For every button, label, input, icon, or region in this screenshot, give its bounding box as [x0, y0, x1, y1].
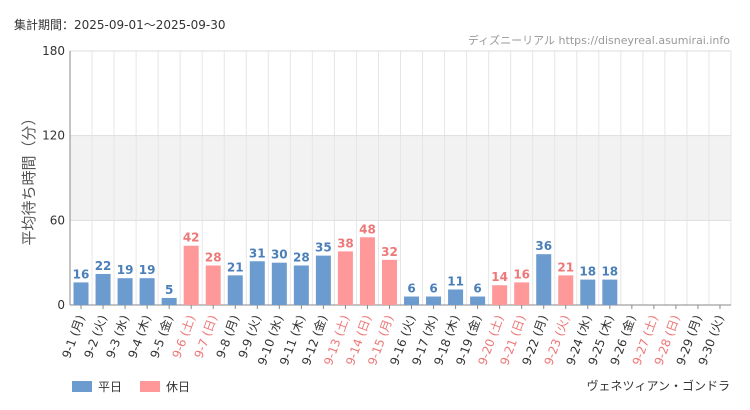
y-tick-label: 60: [50, 213, 65, 227]
source-credit: ディズニーリアル https://disneyreal.asumirai.inf…: [467, 34, 730, 47]
data-label: 28: [293, 250, 310, 264]
bar: [359, 237, 375, 305]
bar: [293, 265, 309, 305]
data-label: 6: [473, 282, 481, 296]
bar: [602, 279, 618, 305]
bar: [227, 275, 243, 305]
data-label: 16: [513, 267, 530, 281]
bar: [470, 296, 486, 305]
data-label: 18: [579, 265, 596, 279]
legend-weekday: 平日: [72, 378, 122, 395]
bar: [183, 245, 199, 305]
y-axis-label: 平均待ち時間（分）: [20, 110, 38, 245]
data-label: 35: [315, 241, 332, 255]
bar: [448, 289, 464, 305]
bar: [514, 282, 530, 305]
legend-holiday-swatch: [140, 381, 161, 392]
bar: [580, 279, 596, 305]
data-label: 19: [139, 263, 156, 277]
data-label: 16: [73, 267, 90, 281]
bar: [161, 297, 177, 305]
bar: [536, 254, 552, 305]
data-label: 42: [183, 231, 200, 245]
data-label: 14: [491, 270, 508, 284]
data-label: 36: [535, 239, 552, 253]
bar: [205, 265, 221, 305]
data-label: 28: [205, 250, 222, 264]
bar: [117, 278, 133, 305]
data-label: 21: [557, 260, 574, 274]
data-label: 6: [429, 282, 437, 296]
data-label: 48: [359, 222, 376, 236]
bar: [426, 296, 442, 305]
data-label: 18: [601, 265, 618, 279]
data-label: 31: [249, 246, 266, 260]
bar: [315, 255, 331, 305]
data-label: 32: [381, 245, 398, 259]
y-tick-label: 180: [42, 44, 65, 58]
aggregation-period: 集計期間：2025-09-01～2025-09-30: [14, 18, 226, 32]
bar: [271, 262, 287, 305]
bar: [139, 278, 155, 305]
legend-weekday-swatch: [72, 381, 92, 392]
bar: [381, 259, 397, 305]
data-label: 6: [407, 282, 415, 296]
legend-holiday: 休日: [140, 378, 190, 395]
bar: [249, 261, 265, 305]
legend-weekday-label: 平日: [98, 380, 123, 394]
data-label: 22: [95, 259, 112, 273]
data-label: 21: [227, 260, 244, 274]
legend-holiday-label: 休日: [166, 380, 191, 394]
bar: [95, 273, 111, 305]
y-tick-label: 120: [42, 129, 65, 143]
data-label: 5: [165, 283, 173, 297]
attraction-name: ヴェネツィアン・ゴンドラ: [586, 379, 730, 393]
bar: [337, 251, 353, 305]
y-tick-label: 0: [57, 298, 65, 312]
legend: 平日 休日: [72, 378, 208, 395]
data-label: 19: [117, 263, 134, 277]
data-label: 30: [271, 248, 288, 262]
bar: [558, 275, 574, 305]
bar: [73, 282, 89, 305]
data-label: 11: [447, 274, 464, 288]
data-label: 38: [337, 236, 354, 250]
bar: [404, 296, 420, 305]
bar: [492, 285, 508, 305]
